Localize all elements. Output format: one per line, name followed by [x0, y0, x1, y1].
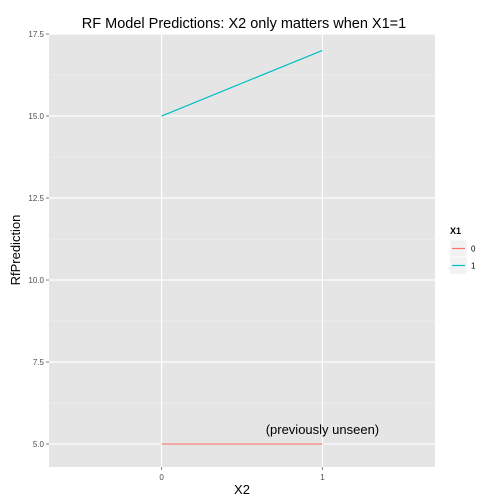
y-tick-label: 12.5 [28, 194, 44, 203]
legend-label-1: 1 [471, 262, 476, 271]
y-tick-label: 5.0 [33, 440, 45, 449]
plot-panel [49, 34, 435, 467]
y-axis: 5.0 7.5 10.0 12.5 15.0 17.5 [28, 30, 49, 449]
y-tick-label: 7.5 [33, 358, 45, 367]
chart-title: RF Model Predictions: X2 only matters wh… [82, 16, 406, 32]
legend: X1 0 1 [449, 226, 476, 275]
x-tick-label: 0 [159, 473, 164, 482]
y-tick-label: 15.0 [28, 112, 44, 121]
legend-title: X1 [450, 226, 461, 236]
series-line-1 [161, 49, 323, 117]
y-axis-title: RfPrediction [8, 215, 23, 286]
series-lines [161, 49, 323, 445]
x-axis-title: X2 [234, 482, 250, 497]
annotation-text: (previously unseen) [266, 422, 379, 437]
legend-label-0: 0 [471, 245, 476, 254]
y-tick-label: 17.5 [28, 30, 44, 39]
y-tick-label: 10.0 [28, 276, 44, 285]
x-tick-label: 1 [320, 473, 325, 482]
